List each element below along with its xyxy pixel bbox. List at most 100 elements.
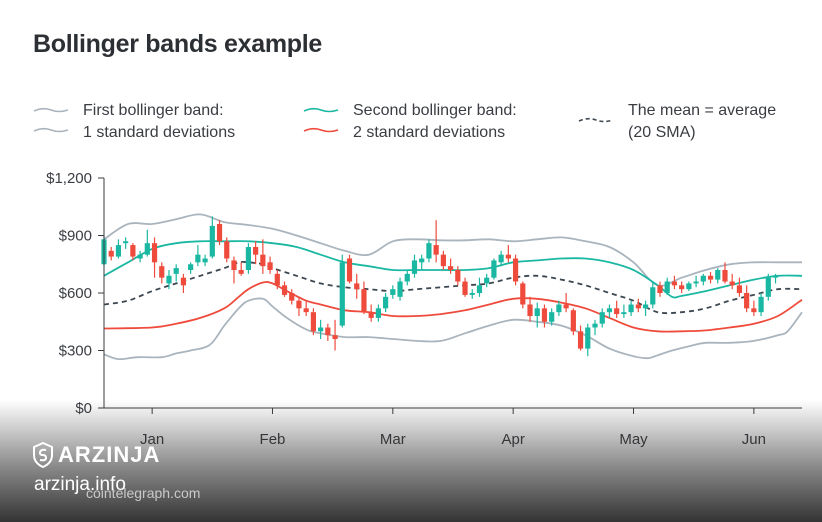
y-tick-label: $1,200 <box>46 170 92 187</box>
candle-body <box>346 258 353 282</box>
candlestick <box>614 300 620 318</box>
candle-body <box>758 296 764 313</box>
candlestick <box>361 281 367 315</box>
x-tick-label: Apr <box>502 431 525 448</box>
legend-item-mean: The mean = average (20 SMA) <box>578 100 776 144</box>
candlestick <box>108 247 114 261</box>
candle-body <box>180 277 187 286</box>
candlestick <box>700 273 706 286</box>
x-tick-label: Jun <box>742 431 766 448</box>
candlestick <box>491 258 497 280</box>
candle-body <box>260 254 266 267</box>
candlestick <box>375 304 381 322</box>
candle-body <box>585 327 591 349</box>
candle-body <box>281 285 288 295</box>
candle-body <box>729 281 735 286</box>
legend-mean-line2: (20 SMA) <box>628 124 696 141</box>
candlestick <box>512 254 519 286</box>
candle-body <box>296 300 302 309</box>
candlestick <box>216 220 223 246</box>
legend-band1-line1: First bollinger band: <box>83 102 224 119</box>
candlestick <box>642 300 649 316</box>
candle-body <box>599 312 605 324</box>
candlestick <box>476 277 483 297</box>
candle-body <box>383 296 389 309</box>
candle-body <box>375 308 381 318</box>
candlestick <box>354 273 360 299</box>
candle-body <box>715 270 721 280</box>
candlestick <box>159 262 165 284</box>
candle-body <box>159 266 165 278</box>
candlestick <box>411 254 418 278</box>
candlestick <box>462 277 468 297</box>
candle-body <box>722 270 728 282</box>
candle-body <box>577 331 584 349</box>
candle-body <box>476 285 483 293</box>
candlestick <box>419 254 425 270</box>
candle-body <box>397 281 403 297</box>
candlestick <box>556 300 562 316</box>
candle-body <box>433 245 439 255</box>
candle-body <box>419 258 425 263</box>
candlestick <box>621 304 627 318</box>
candle-body <box>130 245 136 257</box>
candlestick <box>267 256 273 274</box>
candle-body <box>556 304 562 313</box>
candle-body <box>657 285 663 293</box>
candlestick <box>772 273 779 284</box>
candle-body <box>245 247 252 270</box>
legend-label-mean: The mean = average (20 SMA) <box>628 100 776 144</box>
candle-body <box>144 243 150 255</box>
candle-body <box>310 312 316 332</box>
candlestick <box>404 270 410 286</box>
candle-body <box>744 293 750 309</box>
legend-band1-line2: 1 standard deviations <box>83 124 236 141</box>
candlestick <box>520 281 526 309</box>
candlestick <box>253 241 259 265</box>
candlestick <box>368 304 374 322</box>
candlestick <box>224 237 230 263</box>
candle-body <box>426 243 432 259</box>
candle-body <box>224 241 230 259</box>
candle-body <box>231 260 237 270</box>
candle-body <box>361 289 367 313</box>
candle-body <box>491 260 497 278</box>
candlestick <box>736 277 743 297</box>
band2-lower-line <box>103 281 803 333</box>
candle-body <box>700 275 706 282</box>
candlestick <box>628 300 634 316</box>
candle-body <box>707 275 714 280</box>
candlestick <box>245 243 252 274</box>
candlestick <box>455 266 461 286</box>
candlestick <box>151 237 158 278</box>
x-tick-label: Feb <box>260 431 286 448</box>
candle-body <box>498 254 504 263</box>
candlestick <box>238 262 244 276</box>
candle-body <box>751 308 757 313</box>
candlestick <box>296 296 302 316</box>
candle-body <box>469 293 475 295</box>
candle-body <box>368 312 374 318</box>
candle-body <box>188 264 194 270</box>
candlestick <box>527 296 533 322</box>
candlestick <box>383 293 389 313</box>
candlestick <box>563 293 569 313</box>
candlestick <box>318 319 324 339</box>
candlestick <box>484 273 490 288</box>
candle-body <box>693 281 699 284</box>
candle-body <box>289 293 295 301</box>
candlestick <box>397 277 403 301</box>
candlestick <box>577 325 584 351</box>
candlestick <box>635 298 641 313</box>
band1-lower-line <box>103 297 803 361</box>
candle-body <box>484 277 490 284</box>
candle-body <box>274 273 280 286</box>
candlestick <box>166 270 172 290</box>
candlestick <box>765 273 771 301</box>
candle-body <box>462 281 468 295</box>
candle-body <box>505 254 511 259</box>
candle-body <box>455 270 461 282</box>
x-tick-label: Mar <box>380 431 406 448</box>
legend-mean-line1: The mean = average <box>628 102 777 119</box>
candle-body <box>512 258 519 282</box>
